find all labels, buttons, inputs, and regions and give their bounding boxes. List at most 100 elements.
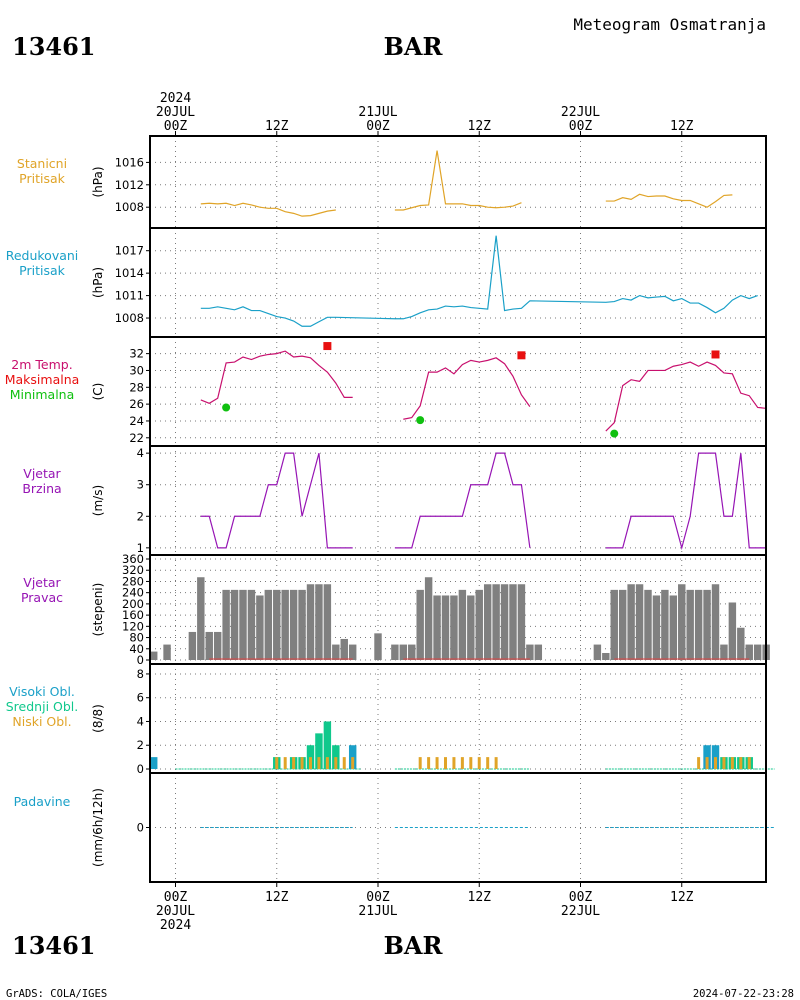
y-tick-label: 2 (137, 738, 144, 752)
time-tick-label: 21JUL (358, 904, 397, 919)
y-tick-label: 1011 (115, 289, 144, 303)
panel-label: Pritisak (19, 263, 65, 278)
wind-direction-bar (247, 589, 256, 660)
time-tick-label: 12Z (670, 119, 694, 134)
wind-direction-bar (424, 577, 433, 660)
cloud-cover-bar (315, 733, 323, 769)
panel-label: Pritisak (19, 171, 65, 186)
cloud-cover-bar (460, 757, 464, 769)
y-tick-label: 28 (129, 380, 144, 394)
wind-direction-bar (483, 584, 492, 660)
station-id-header: 13461 (12, 32, 96, 61)
time-tick-label: 22JUL (561, 904, 600, 919)
wind_speed-line (605, 452, 767, 551)
panel-frame (149, 135, 767, 229)
wind-direction-bar (273, 589, 281, 660)
cloud-cover-bar (300, 757, 304, 769)
wind-direction-bar (593, 644, 602, 660)
wind-direction-bar (678, 584, 686, 660)
wind-direction-bar (256, 595, 264, 660)
tmax-marker (711, 350, 720, 359)
wind-direction-bar (150, 651, 158, 660)
cloud-cover-bar (334, 757, 338, 769)
station-id-footer: 13461 (12, 931, 96, 960)
cloud-cover-bar (705, 757, 709, 769)
wind-direction-bar (500, 584, 509, 660)
cloud-cover-bar (351, 757, 355, 769)
y-tick-label: 240 (122, 586, 144, 600)
panel-label: Redukovani (6, 248, 79, 263)
cloud-cover-bar (309, 757, 312, 769)
cloud-cover-bar (150, 757, 158, 769)
panel-label: Brzina (22, 481, 61, 496)
wind-direction-bar (399, 644, 408, 660)
cloud-cover-bar (342, 757, 346, 769)
panel-label: Srednji Obl. (6, 699, 79, 714)
wind-direction-bar (213, 631, 222, 660)
wind-direction-bar (492, 584, 500, 660)
cloud-cover-bar (697, 757, 701, 769)
panel-label: Padavine (14, 794, 71, 809)
y-tick-label: 0 (137, 653, 144, 667)
y-tick-label: 80 (129, 631, 144, 645)
y-tick-label: 1014 (115, 266, 144, 280)
panel-label: Visoki Obl. (9, 684, 75, 699)
wind-direction-bar (534, 644, 543, 660)
station-name-footer: BAR (384, 931, 444, 960)
time-tick-label: 00Z (164, 890, 188, 905)
wind-direction-bar (450, 595, 458, 660)
tmin-marker (222, 403, 231, 412)
cloud-cover-bar (323, 721, 332, 769)
wind-direction-bar (694, 589, 703, 660)
wind-direction-bar (230, 589, 239, 660)
wind-direction-bar (635, 584, 644, 660)
wind_speed-line (394, 452, 531, 549)
time-tick-label: 00Z (164, 119, 188, 134)
wind-direction-bar (332, 644, 340, 660)
cloud-cover-bar (714, 757, 717, 769)
panel-label: Niski Obl. (12, 714, 71, 729)
y-axis-unit-label: (C) (91, 383, 105, 401)
cloud-cover-bar (722, 757, 726, 769)
cloud-cover-bar (444, 757, 447, 769)
wind-direction-bar (720, 644, 728, 660)
reduced_pressure-line (200, 235, 758, 327)
time-tick-label: 12Z (265, 119, 289, 134)
y-tick-label: 1017 (115, 244, 144, 258)
wind-direction-bar (526, 644, 534, 660)
cloud-cover-bar (325, 757, 329, 769)
y-axis-unit-label: (m/s) (91, 485, 105, 516)
wind-direction-bar (433, 595, 441, 660)
cloud-cover-bar (435, 757, 439, 769)
wind-direction-bar (197, 577, 205, 660)
y-tick-label: 22 (129, 431, 144, 445)
tmax-marker (323, 342, 332, 351)
cloud-cover-bar (469, 757, 473, 769)
y-axis-unit-label: (hPa) (91, 166, 105, 197)
wind-direction-bar (416, 589, 424, 660)
cloud-cover-bar (486, 757, 490, 769)
wind-direction-bar (661, 589, 669, 660)
time-tick-label: 12Z (468, 119, 492, 134)
time-tick-label: 12Z (670, 890, 694, 905)
wind-direction-bar (239, 589, 247, 660)
cloud-cover-bar (418, 757, 422, 769)
wind-direction-bar (391, 644, 399, 660)
time-tick-label: 00Z (569, 119, 593, 134)
wind-direction-bar (711, 584, 720, 660)
cloud-cover-bar (494, 757, 498, 769)
creation-timestamp: 2024-07-22-23:28 (693, 988, 794, 1000)
y-tick-label: 360 (122, 552, 144, 566)
y-tick-label: 3 (137, 478, 144, 492)
temperature-line (403, 357, 531, 420)
cloud-cover-bar (477, 757, 481, 769)
y-tick-label: 26 (129, 397, 144, 411)
station_pressure-line (394, 150, 522, 211)
y-tick-label: 6 (137, 691, 144, 705)
wind-direction-bar (408, 644, 416, 660)
wind-direction-bar (264, 589, 273, 660)
wind-direction-bar (298, 589, 306, 660)
y-axis-unit-label: (stepeni) (91, 583, 105, 637)
time-tick-label: 00Z (569, 890, 593, 905)
temperature-line (605, 361, 767, 432)
